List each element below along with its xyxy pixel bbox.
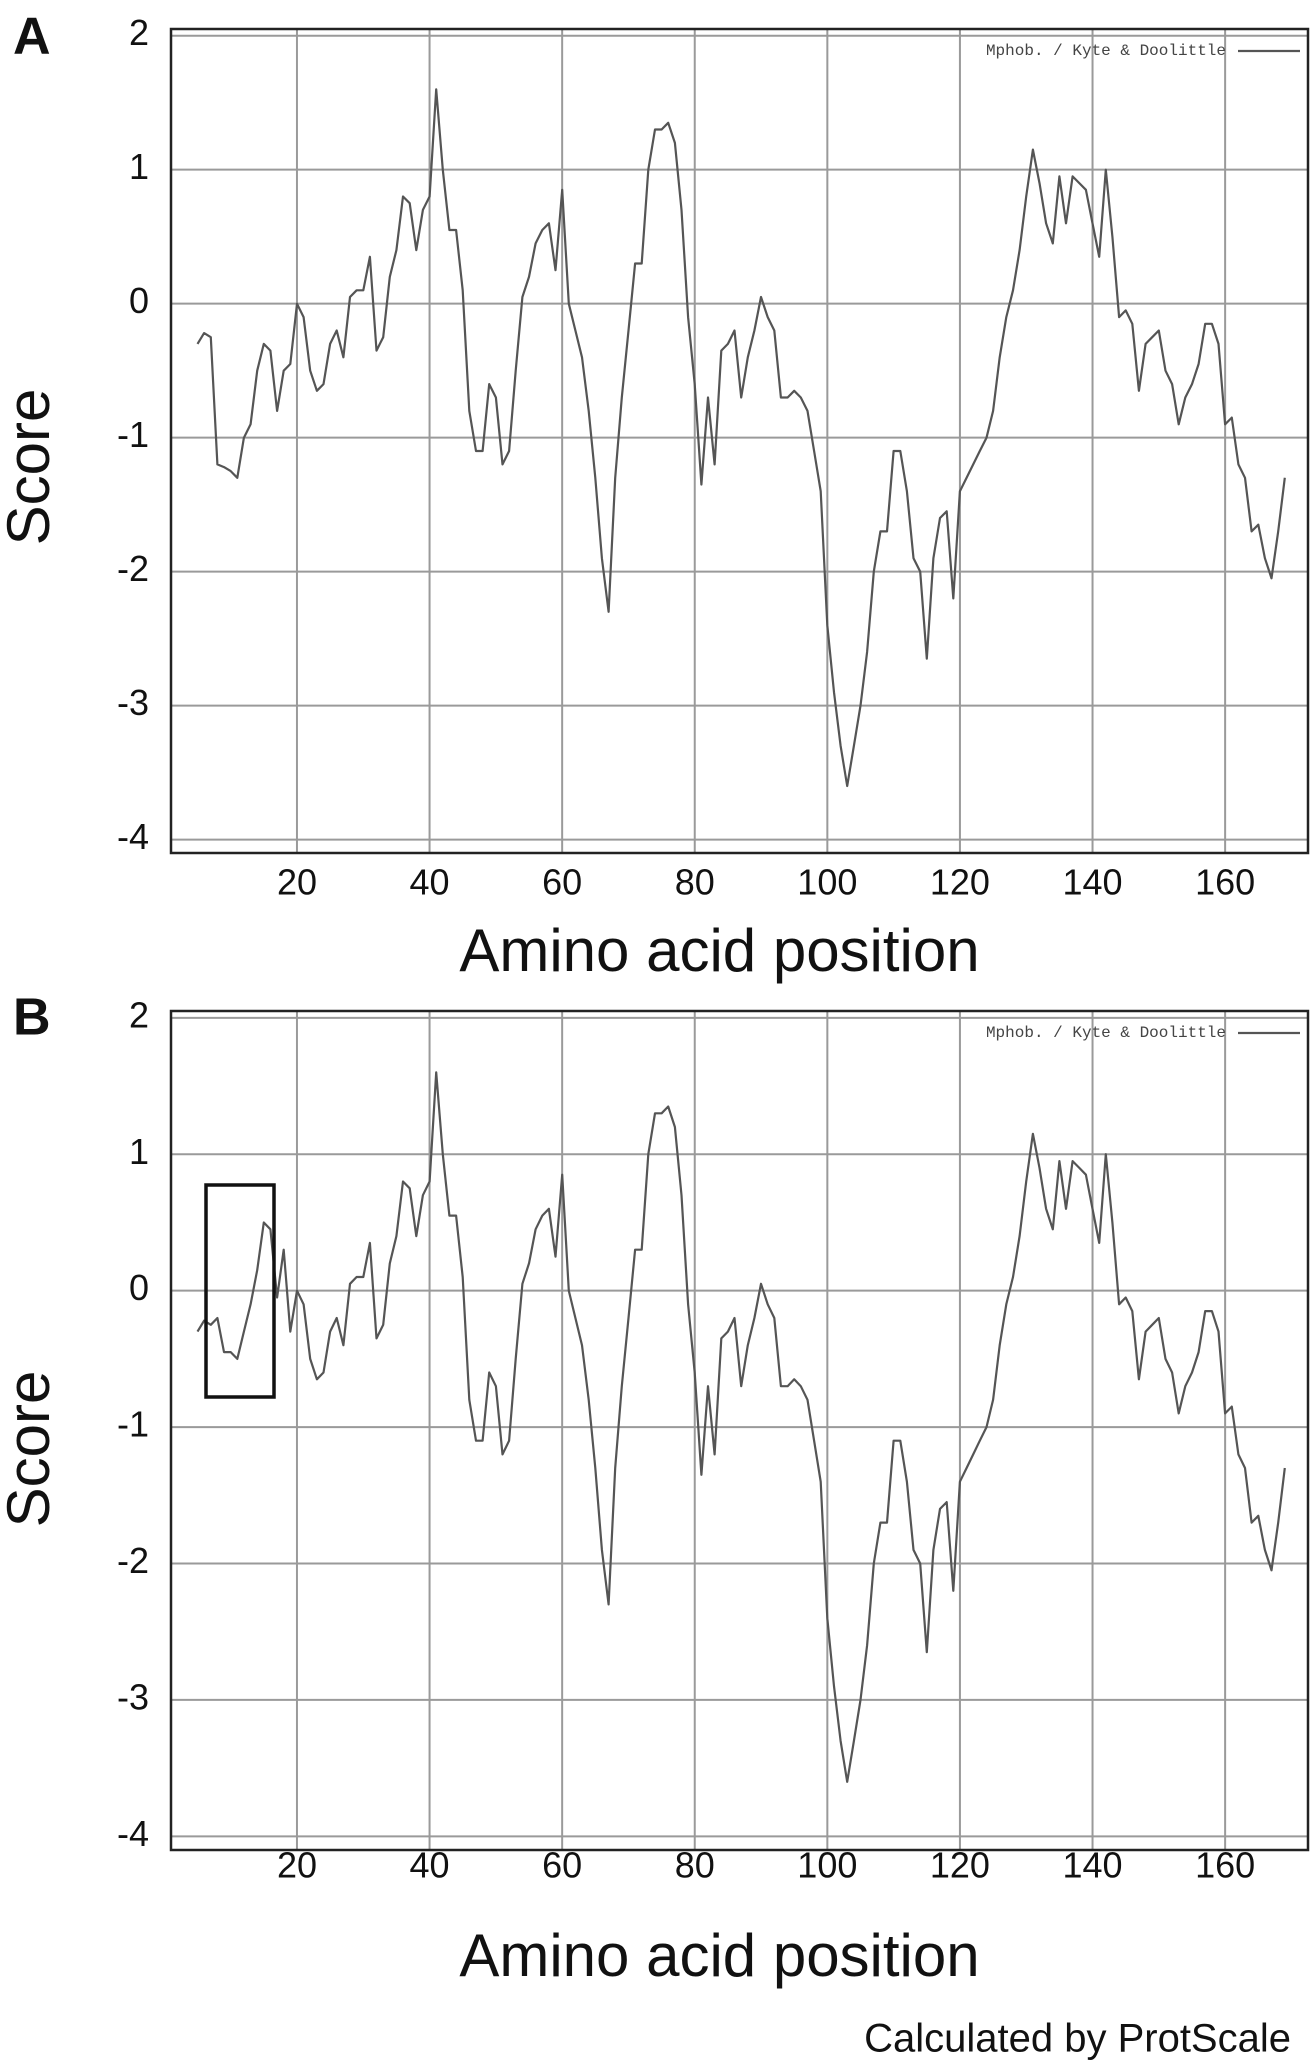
plot-frame: [169, 27, 1310, 855]
x-tick-label: 120: [930, 1845, 990, 1886]
x-tick-label: 20: [277, 1845, 317, 1886]
plot-frame: [169, 1009, 1310, 1852]
panel-label: A: [13, 8, 51, 66]
x-tick-label: 40: [410, 862, 450, 903]
y-tick-label: -4: [117, 1813, 149, 1854]
x-tick-label: 140: [1062, 1845, 1122, 1886]
x-tick-label: 80: [675, 1845, 715, 1886]
x-tick-label: 40: [410, 1845, 450, 1886]
y-tick-label: -1: [117, 1404, 149, 1445]
x-tick-label: 80: [675, 862, 715, 903]
y-tick-label: -4: [117, 816, 149, 857]
x-axis-title: Amino acid position: [459, 1922, 979, 1989]
x-tick-label: 140: [1062, 862, 1122, 903]
y-tick-label: -3: [117, 682, 149, 723]
x-tick-label: 120: [930, 862, 990, 903]
y-tick-label: 0: [129, 280, 149, 321]
x-tick-label: 160: [1195, 1845, 1255, 1886]
highlight-box: [204, 1183, 276, 1399]
y-tick-label: 0: [129, 1267, 149, 1308]
y-axis-title: Score: [0, 389, 62, 546]
legend-label: Mphob. / Kyte & Doolittle: [986, 1024, 1226, 1042]
x-tick-label: 160: [1195, 862, 1255, 903]
y-tick-label: -2: [117, 1540, 149, 1581]
x-tick-label: 100: [797, 862, 857, 903]
x-axis-title: Amino acid position: [459, 917, 979, 984]
data-line: [196, 88, 1286, 788]
x-tick-label: 100: [797, 1845, 857, 1886]
y-axis-title: Score: [0, 1371, 62, 1528]
y-tick-label: 2: [129, 12, 149, 53]
data-line: [196, 1071, 1286, 1783]
x-tick-label: 20: [277, 862, 317, 903]
y-tick-label: -3: [117, 1676, 149, 1717]
y-tick-label: 1: [129, 146, 149, 187]
x-tick-label: 60: [542, 862, 582, 903]
legend-label: Mphob. / Kyte & Doolittle: [986, 42, 1226, 60]
x-tick-label: 60: [542, 1845, 582, 1886]
y-tick-label: 1: [129, 1131, 149, 1172]
y-tick-label: 2: [129, 994, 149, 1035]
y-tick-label: -1: [117, 414, 149, 455]
footnote: Calculated by ProtScale: [864, 2017, 1291, 2061]
panel-label: B: [13, 989, 51, 1047]
y-tick-label: -2: [117, 548, 149, 589]
